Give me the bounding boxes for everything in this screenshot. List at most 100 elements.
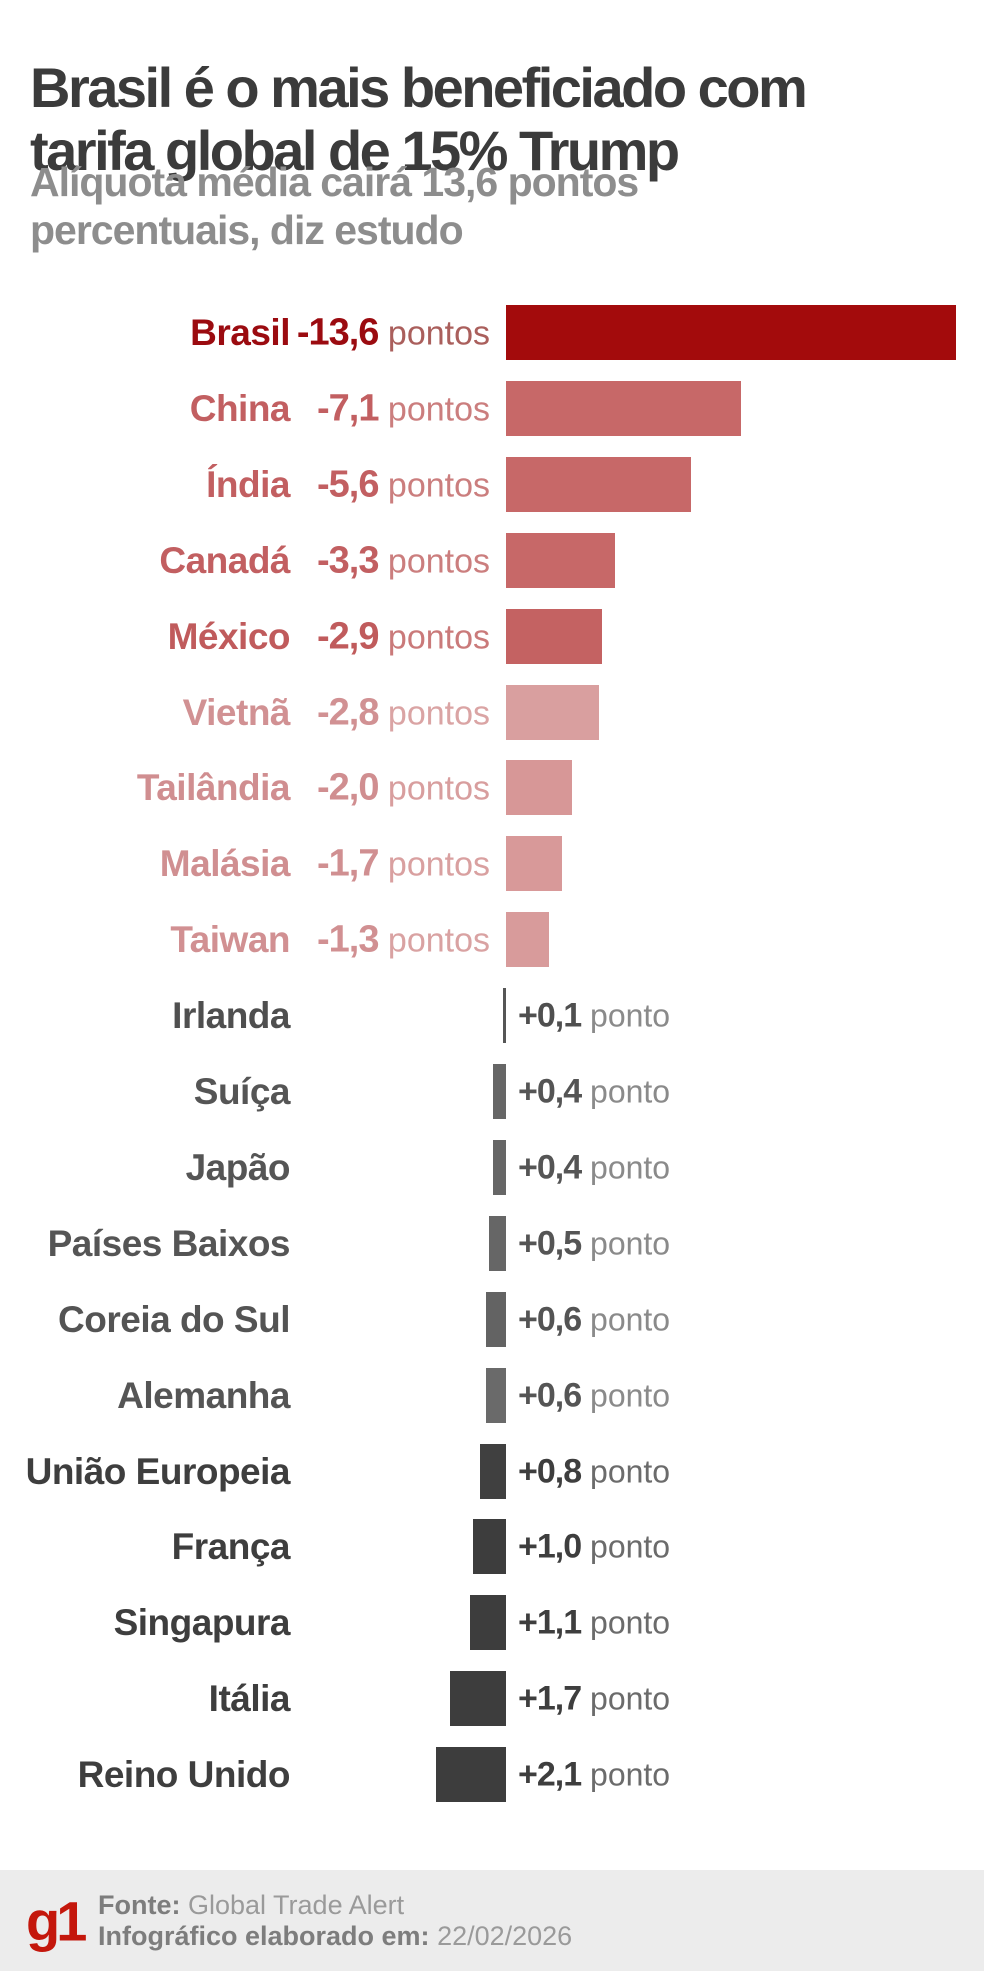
value-unit: ponto <box>590 1604 671 1640</box>
date-line: Infográfico elaborado em: 22/02/2026 <box>98 1921 572 1952</box>
chart-row: Países Baixos +0,5 ponto <box>0 1216 984 1271</box>
country-label: Japão <box>185 1146 291 1188</box>
value-label: +1,0 ponto <box>518 1527 670 1566</box>
bar <box>436 1747 506 1802</box>
bar <box>492 1140 506 1195</box>
bar <box>472 1519 506 1574</box>
value-unit: ponto <box>590 1680 671 1716</box>
value-number: +1,0 <box>518 1527 582 1565</box>
country-label: Singapura <box>113 1601 291 1643</box>
value-label: -1,7 pontos <box>317 842 490 885</box>
chart-row: Irlanda +0,1 ponto <box>0 988 984 1043</box>
source-value: Global Trade Alert <box>188 1889 405 1920</box>
value-label: +0,8 ponto <box>518 1452 670 1491</box>
value-unit: ponto <box>590 1528 671 1564</box>
value-label: +0,4 ponto <box>518 1072 670 1111</box>
value-label: -5,6 pontos <box>317 463 490 506</box>
value-label: +1,7 ponto <box>518 1679 670 1718</box>
chart-row: China -7,1 pontos <box>0 381 984 436</box>
value-number: +0,6 <box>518 1300 582 1338</box>
value-unit: pontos <box>387 542 490 580</box>
value-label: +0,6 ponto <box>518 1300 670 1339</box>
chart-row: Singapura +1,1 ponto <box>0 1595 984 1650</box>
value-unit: pontos <box>387 390 490 428</box>
value-label: -2,0 pontos <box>317 766 490 809</box>
value-unit: ponto <box>590 1149 671 1185</box>
title-line-1: Brasil é o mais beneficiado com <box>30 55 808 119</box>
country-label: Canadá <box>159 539 290 581</box>
footer-credits: Fonte: Global Trade Alert Infográfico el… <box>98 1890 572 1952</box>
value-unit: pontos <box>387 769 490 807</box>
value-number: +2,1 <box>518 1755 582 1793</box>
country-label: União Europeia <box>25 1450 291 1492</box>
bar-chart: Brasil -13,6 pontos China -7,1 pontos Índia -… <box>0 305 984 1802</box>
country-label: França <box>171 1525 291 1567</box>
chart-row: Reino Unido +2,1 ponto <box>0 1747 984 1802</box>
chart-row: Coreia do Sul +0,6 ponto <box>0 1292 984 1347</box>
bar <box>502 988 506 1043</box>
country-label: Coreia do Sul <box>58 1298 290 1340</box>
chart-row: Canadá -3,3 pontos <box>0 533 984 588</box>
value-label: +1,1 ponto <box>518 1603 670 1642</box>
chart-row: Malásia -1,7 pontos <box>0 836 984 891</box>
value-number: +0,6 <box>518 1376 582 1414</box>
chart-row: Vietnã -2,8 pontos <box>0 685 984 740</box>
value-label: -3,3 pontos <box>317 539 490 582</box>
country-label: Alemanha <box>117 1374 290 1416</box>
value-unit: pontos <box>387 466 490 504</box>
chart-row: Itália +1,7 ponto <box>0 1671 984 1726</box>
source-label: Fonte: <box>98 1889 181 1920</box>
value-number: +1,1 <box>518 1603 582 1641</box>
bar <box>449 1671 506 1726</box>
title-line-2: tarifa global de 15% Trump <box>30 118 680 182</box>
chart-row: Taiwan -1,3 pontos <box>0 912 984 967</box>
country-label: México <box>167 615 291 657</box>
value-label: +0,4 ponto <box>518 1148 670 1187</box>
g1-logo: g1 <box>26 1889 87 1952</box>
value-label: -2,9 pontos <box>317 615 490 658</box>
chart-row: Japão +0,4 ponto <box>0 1140 984 1195</box>
country-label: China <box>189 387 291 429</box>
bar <box>506 912 550 967</box>
footer-bar: g1 Fonte: Global Trade Alert Infográfico… <box>0 1870 984 1971</box>
bar <box>506 457 692 512</box>
value-unit: ponto <box>590 997 671 1033</box>
value-label: +0,1 ponto <box>518 996 670 1035</box>
value-unit: ponto <box>590 1301 671 1337</box>
subtitle-line-2: percentuais, diz estudo <box>30 207 464 253</box>
chart-row: Brasil -13,6 pontos <box>0 305 984 360</box>
value-label: +2,1 ponto <box>518 1755 670 1794</box>
country-label: Taiwan <box>170 918 290 960</box>
country-label: Tailândia <box>136 766 291 808</box>
chart-row: União Europeia +0,8 ponto <box>0 1444 984 1499</box>
value-number: +0,4 <box>518 1072 582 1110</box>
bar <box>506 381 741 436</box>
value-number: -7,1 <box>316 387 379 429</box>
value-label: -13,6 pontos <box>297 311 490 354</box>
bar <box>506 685 599 740</box>
value-number: -2,8 <box>316 691 379 733</box>
bar <box>489 1216 506 1271</box>
value-unit: pontos <box>387 314 490 352</box>
country-label: Vietnã <box>182 691 291 733</box>
country-label: Irlanda <box>172 994 290 1036</box>
value-unit: pontos <box>387 618 490 656</box>
bar <box>506 760 573 815</box>
bar <box>506 609 602 664</box>
country-label: Suíça <box>193 1070 291 1112</box>
value-label: +0,5 ponto <box>518 1224 670 1263</box>
country-label: Malásia <box>159 842 291 884</box>
chart-row: Alemanha +0,6 ponto <box>0 1368 984 1423</box>
value-number: -3,3 <box>316 539 379 581</box>
value-unit: ponto <box>590 1225 671 1261</box>
chart-row: Tailândia -2,0 pontos <box>0 760 984 815</box>
value-number: +0,5 <box>518 1224 582 1262</box>
subtitle-line-1: Alíquota média cairá 13,6 pontos <box>30 159 639 205</box>
value-number: -5,6 <box>316 463 379 505</box>
bar <box>492 1064 506 1119</box>
bar <box>486 1292 506 1347</box>
value-number: -1,7 <box>316 842 379 884</box>
bar <box>486 1368 506 1423</box>
value-label: -2,8 pontos <box>317 691 490 734</box>
